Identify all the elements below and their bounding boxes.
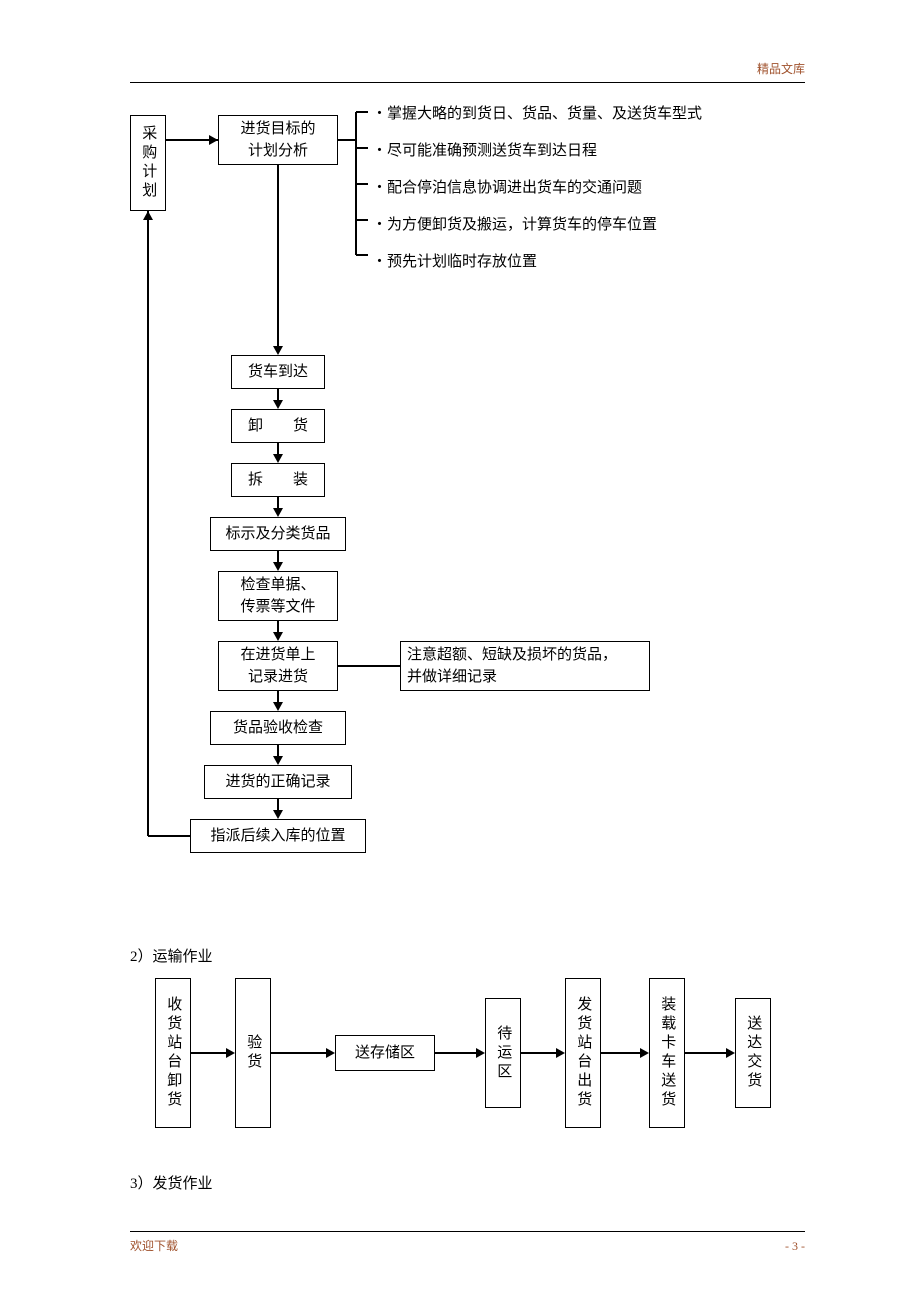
- flow1-node-7: 货品验收检查: [210, 711, 346, 745]
- flow1-node-1-label: 货车到达: [248, 361, 308, 384]
- flow1-node-6-label: 在进货单上 记录进货: [240, 644, 315, 689]
- header-label: 精品文库: [757, 60, 805, 77]
- flow2-node-0: 收货站台卸货: [155, 978, 191, 1128]
- flow1-bullet-2: ・配合停泊信息协调进出货车的交通问题: [372, 178, 702, 199]
- section3-label: 3）发货作业: [130, 1172, 213, 1193]
- section2-label: 2）运输作业: [130, 945, 213, 966]
- flow2-node-1-label: 验货: [242, 1034, 265, 1072]
- flow1-node-5-label: 检查单据、 传票等文件: [240, 574, 315, 619]
- flow1-node-8: 进货的正确记录: [204, 765, 352, 799]
- flow2-node-2-label: 送存储区: [355, 1042, 415, 1065]
- flow2-node-5: 装载卡车送货: [649, 978, 685, 1128]
- page: 精品文库 采购计划 进货目标的 计划分析货车到达卸 货拆 装标示及分类货品检查单…: [130, 60, 805, 1254]
- flow2-node-6-label: 送达交货: [742, 1015, 765, 1091]
- flow1-node-8-label: 进货的正确记录: [225, 771, 330, 794]
- flow1-node-0: 进货目标的 计划分析: [218, 115, 338, 165]
- flow2-node-4-label: 发货站台出货: [572, 996, 595, 1110]
- flow1-side-note-text: 注意超额、短缺及损坏的货品， 并做详细记录: [407, 644, 617, 689]
- flow1-node-9: 指派后续入库的位置: [190, 819, 366, 853]
- flow1-node-1: 货车到达: [231, 355, 325, 389]
- flow1-bullets: ・掌握大略的到货日、货品、货量、及送货车型式・尽可能准确预测送货车到达日程・配合…: [372, 104, 702, 289]
- footer-right: - 3 -: [785, 1239, 805, 1254]
- flow1-node-2: 卸 货: [231, 409, 325, 443]
- flow1-node-3-label: 拆 装: [248, 469, 308, 492]
- flow1-bullet-3: ・为方便卸货及搬运，计算货车的停车位置: [372, 215, 702, 236]
- flow2-node-0-label: 收货站台卸货: [162, 996, 185, 1110]
- header-rule: [130, 82, 805, 83]
- flow2-node-5-label: 装载卡车送货: [656, 996, 679, 1110]
- flow1-node-7-label: 货品验收检查: [233, 717, 323, 740]
- flow1-side-box: 采购计划: [130, 115, 166, 211]
- flow1-node-9-label: 指派后续入库的位置: [210, 825, 345, 848]
- flow2-node-3: 待运区: [485, 998, 521, 1108]
- flow1-node-4: 标示及分类货品: [210, 517, 346, 551]
- flow1-node-4-label: 标示及分类货品: [225, 523, 330, 546]
- flow2-node-2: 送存储区: [335, 1035, 435, 1071]
- flow1-bullet-0: ・掌握大略的到货日、货品、货量、及送货车型式: [372, 104, 702, 125]
- flow1-side-box-label: 采购计划: [137, 125, 160, 201]
- flow1-side-note: 注意超额、短缺及损坏的货品， 并做详细记录: [400, 641, 650, 691]
- flow2-node-3-label: 待运区: [492, 1025, 515, 1082]
- flow1-node-0-label: 进货目标的 计划分析: [240, 118, 315, 163]
- flow1-node-5: 检查单据、 传票等文件: [218, 571, 338, 621]
- flow1-node-2-label: 卸 货: [248, 415, 308, 438]
- flow1-node-6: 在进货单上 记录进货: [218, 641, 338, 691]
- flow1-bullet-1: ・尽可能准确预测送货车到达日程: [372, 141, 702, 162]
- footer-rule: [130, 1231, 805, 1232]
- footer-left: 欢迎下载: [130, 1237, 178, 1254]
- flow2-node-1: 验货: [235, 978, 271, 1128]
- flow2-node-6: 送达交货: [735, 998, 771, 1108]
- flowchart-transport: 收货站台卸货 验货 送存储区 待运区 发货站台出货 装载卡车送货 送达交货: [155, 978, 805, 1138]
- flow2-node-4: 发货站台出货: [565, 978, 601, 1128]
- flow1-node-3: 拆 装: [231, 463, 325, 497]
- flowchart-receiving: 采购计划 进货目标的 计划分析货车到达卸 货拆 装标示及分类货品检查单据、 传票…: [130, 115, 810, 925]
- flow1-bullet-4: ・预先计划临时存放位置: [372, 252, 702, 273]
